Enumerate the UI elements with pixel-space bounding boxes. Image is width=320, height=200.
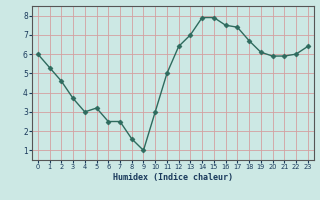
X-axis label: Humidex (Indice chaleur): Humidex (Indice chaleur) [113,173,233,182]
